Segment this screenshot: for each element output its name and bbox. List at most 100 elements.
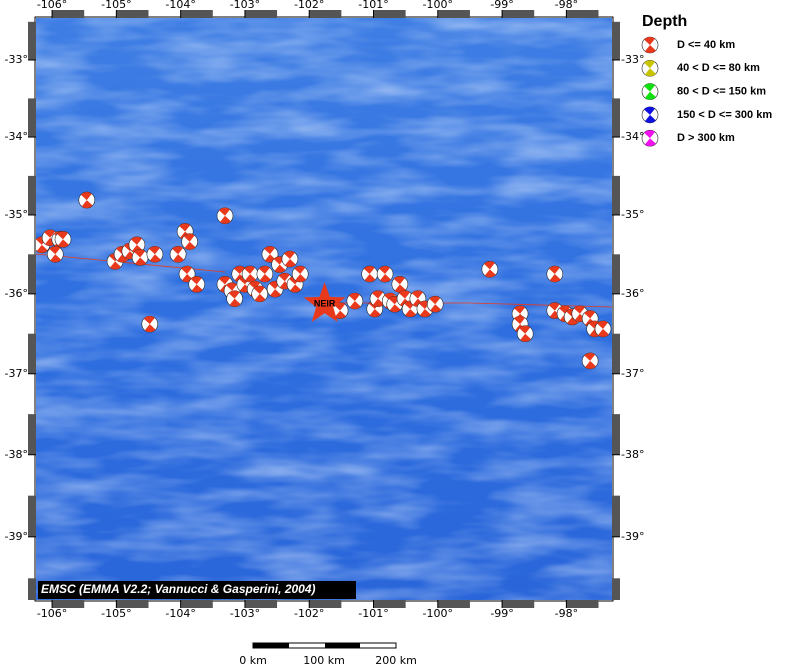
x-tick-label: -105°: [101, 0, 131, 11]
ball-quadrant: [294, 266, 306, 275]
frame-segment: [437, 600, 470, 608]
y-tick-label: -39°: [621, 530, 644, 543]
frame-segment: [502, 10, 535, 18]
ball-quadrant: [548, 266, 560, 275]
frame-segment: [612, 578, 620, 600]
ball-quadrant: [644, 68, 656, 77]
ball-quadrant: [190, 276, 202, 285]
frame-segment: [180, 600, 213, 608]
ball-quadrant: [405, 308, 416, 317]
focal-mechanism: [169, 246, 187, 263]
ball-quadrant: [290, 284, 301, 293]
y-tick-label: -39°: [5, 530, 28, 543]
legend-label: 40 < D <= 80 km: [677, 62, 760, 74]
focal-mechanism: [641, 36, 659, 54]
x-tick-label: -104°: [165, 607, 195, 620]
x-tick-label: -106°: [37, 607, 67, 620]
ball-quadrant: [514, 316, 526, 325]
ball-quadrant: [131, 236, 142, 245]
focal-mechanism: [256, 265, 274, 283]
station-label: NEIR: [314, 299, 336, 309]
x-tick-label: -101°: [358, 0, 388, 11]
ball-quadrant: [514, 305, 526, 314]
focal-mechanism: [391, 276, 409, 293]
frame-segment: [116, 10, 149, 18]
ball-quadrant: [393, 276, 405, 285]
frame-segment: [437, 10, 470, 18]
y-tick-label: -37°: [5, 367, 28, 380]
frame-segment: [180, 10, 213, 18]
ball-quadrant: [419, 308, 431, 317]
ball-quadrant: [372, 290, 383, 299]
focal-mechanism: [361, 265, 378, 283]
ball-quadrant: [597, 328, 609, 337]
ball-quadrant: [259, 274, 271, 283]
focal-mechanism: [291, 265, 309, 283]
x-tick-label: -102°: [294, 607, 324, 620]
ball-quadrant: [172, 246, 184, 255]
frame-segment: [28, 495, 36, 537]
x-tick-label: -99°: [490, 607, 513, 620]
ball-quadrant: [295, 274, 307, 283]
ball-quadrant: [229, 298, 241, 307]
scale-bar-segment: [253, 643, 289, 648]
x-tick-label: -103°: [230, 0, 260, 11]
ball-quadrant: [644, 138, 656, 147]
ball-quadrant: [81, 200, 93, 209]
ball-quadrant: [57, 239, 69, 248]
ball-quadrant: [379, 266, 391, 275]
ball-quadrant: [519, 325, 531, 334]
frame-segment: [52, 10, 85, 18]
ball-quadrant: [134, 249, 146, 258]
focal-mechanism: [181, 233, 198, 250]
focal-mechanism: [146, 246, 164, 263]
frame-segment: [116, 600, 149, 608]
station-star: [303, 282, 346, 322]
focal-mechanism: [516, 325, 534, 343]
ball-quadrant: [284, 251, 295, 260]
x-tick-label: -103°: [230, 607, 260, 620]
frame-segment: [28, 578, 36, 600]
ball-quadrant: [349, 301, 361, 310]
ball-quadrant: [144, 324, 156, 333]
ball-quadrant: [254, 293, 266, 302]
ball-quadrant: [389, 304, 401, 313]
frame-segment: [309, 10, 342, 18]
scale-label: 100 km: [303, 654, 345, 665]
ball-quadrant: [264, 246, 275, 255]
frame-segment: [612, 254, 620, 294]
focal-mechanism: [641, 60, 659, 77]
ball-quadrant: [244, 266, 256, 275]
ball-quadrant: [644, 114, 656, 123]
events: [36, 191, 612, 370]
ball-quadrant: [584, 310, 596, 319]
focal-mechanism: [581, 352, 599, 370]
ball-quadrant: [335, 310, 346, 319]
ball-quadrant: [149, 254, 161, 263]
y-tick-label: -34°: [5, 130, 28, 143]
focal-mechanism: [641, 83, 659, 100]
legend-label: 80 < D <= 150 km: [677, 86, 766, 98]
scale-label: 200 km: [375, 654, 417, 665]
station: NEIR: [303, 282, 346, 322]
frame-segment: [309, 600, 342, 608]
y-tick-label: -33°: [621, 53, 644, 66]
focal-mechanism: [281, 250, 299, 268]
ball-quadrant: [183, 233, 195, 242]
ball-quadrant: [380, 274, 391, 283]
scale-bar-segment: [325, 643, 360, 648]
frame-segment: [502, 600, 535, 608]
scale-bar: 0 km 100 km 200 km: [239, 642, 417, 667]
ball-quadrant: [573, 305, 585, 314]
ball-quadrant: [364, 274, 376, 283]
x-tick-label: -100°: [423, 607, 453, 620]
x-tick-label: -99°: [490, 0, 513, 11]
x-tick-label: -100°: [423, 0, 453, 11]
x-tick-label: -98°: [555, 607, 578, 620]
frame-segment: [566, 600, 599, 608]
ball-quadrant: [233, 266, 245, 275]
legend-label: D <= 40 km: [677, 39, 735, 51]
y-tick-label: -38°: [621, 448, 644, 461]
frame-segment: [28, 254, 36, 294]
